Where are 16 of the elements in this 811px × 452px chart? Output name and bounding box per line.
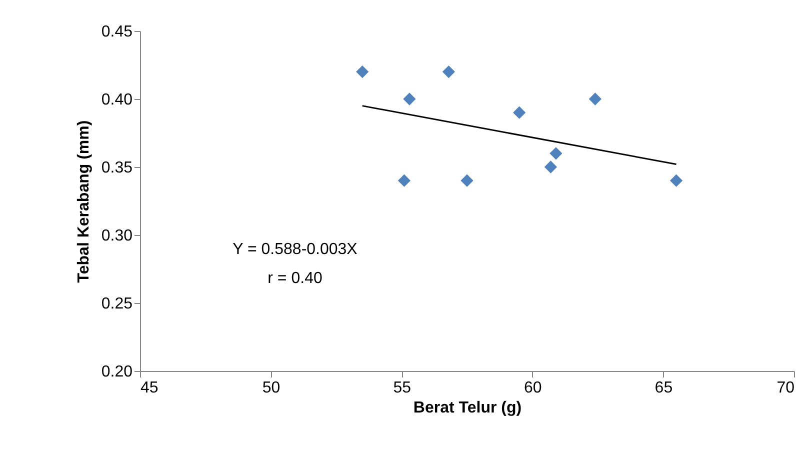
y-axis-title: Tebal Kerabang (mm) bbox=[75, 120, 92, 283]
x-tick-label: 50 bbox=[262, 380, 280, 396]
y-tick-label: 0.35 bbox=[101, 160, 133, 176]
y-tick-label: 0.40 bbox=[101, 92, 133, 108]
x-tick-label: 65 bbox=[654, 380, 673, 396]
x-tick-label: 60 bbox=[524, 380, 542, 396]
x-tick-label: 55 bbox=[393, 380, 412, 396]
x-tick-label: 70 bbox=[776, 380, 795, 396]
y-tick-label: 0.30 bbox=[101, 228, 133, 244]
annotation: r = 0.40 bbox=[268, 270, 322, 287]
annotation: Y = 0.588-0.003X bbox=[232, 241, 358, 258]
y-tick-label: 0.45 bbox=[101, 24, 133, 40]
x-tick-label: 45 bbox=[140, 380, 158, 396]
y-tick-label: 0.20 bbox=[101, 364, 133, 380]
y-tick-label: 0.25 bbox=[101, 296, 133, 312]
x-axis-title: Berat Telur (g) bbox=[413, 400, 522, 416]
